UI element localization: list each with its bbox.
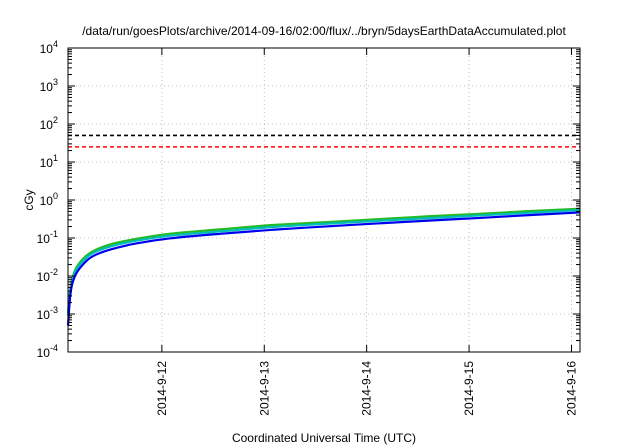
grid-lines <box>68 48 580 352</box>
chart-title: /data/run/goesPlots/archive/2014-09-16/0… <box>82 24 566 38</box>
series-lines <box>66 207 581 326</box>
x-tick-label: 2014-9-15 <box>462 361 476 416</box>
y-tick-label: 100 <box>40 191 58 208</box>
x-axis: 2014-9-12 2014-9-13 2014-9-14 2014-9-15 2014… <box>155 48 578 416</box>
x-tick-label: 2014-9-14 <box>360 361 374 416</box>
x-tick-label: 2014-9-16 <box>564 361 578 416</box>
y-axis-label: cGy <box>22 189 36 210</box>
threshold-lines <box>68 134 580 148</box>
y-tick-label: 10-4 <box>37 343 58 360</box>
series-line <box>66 211 581 326</box>
x-tick-label: 2014-9-13 <box>257 361 271 416</box>
x-axis-label: Coordinated Universal Time (UTC) <box>232 431 416 445</box>
y-tick-label: 102 <box>40 115 58 132</box>
y-tick-label: 103 <box>40 77 58 94</box>
y-axis: 10-4 10-3 10-2 10-1 100 101 102 103 104 <box>37 39 580 360</box>
y-tick-label: 10-3 <box>37 305 58 322</box>
series-line <box>66 209 581 316</box>
y-tick-label: 101 <box>40 153 58 170</box>
y-tick-label: 104 <box>40 39 58 56</box>
x-tick-label: 2014-9-12 <box>155 361 169 416</box>
y-tick-label: 10-2 <box>37 267 58 284</box>
y-tick-label: 10-1 <box>37 229 58 246</box>
